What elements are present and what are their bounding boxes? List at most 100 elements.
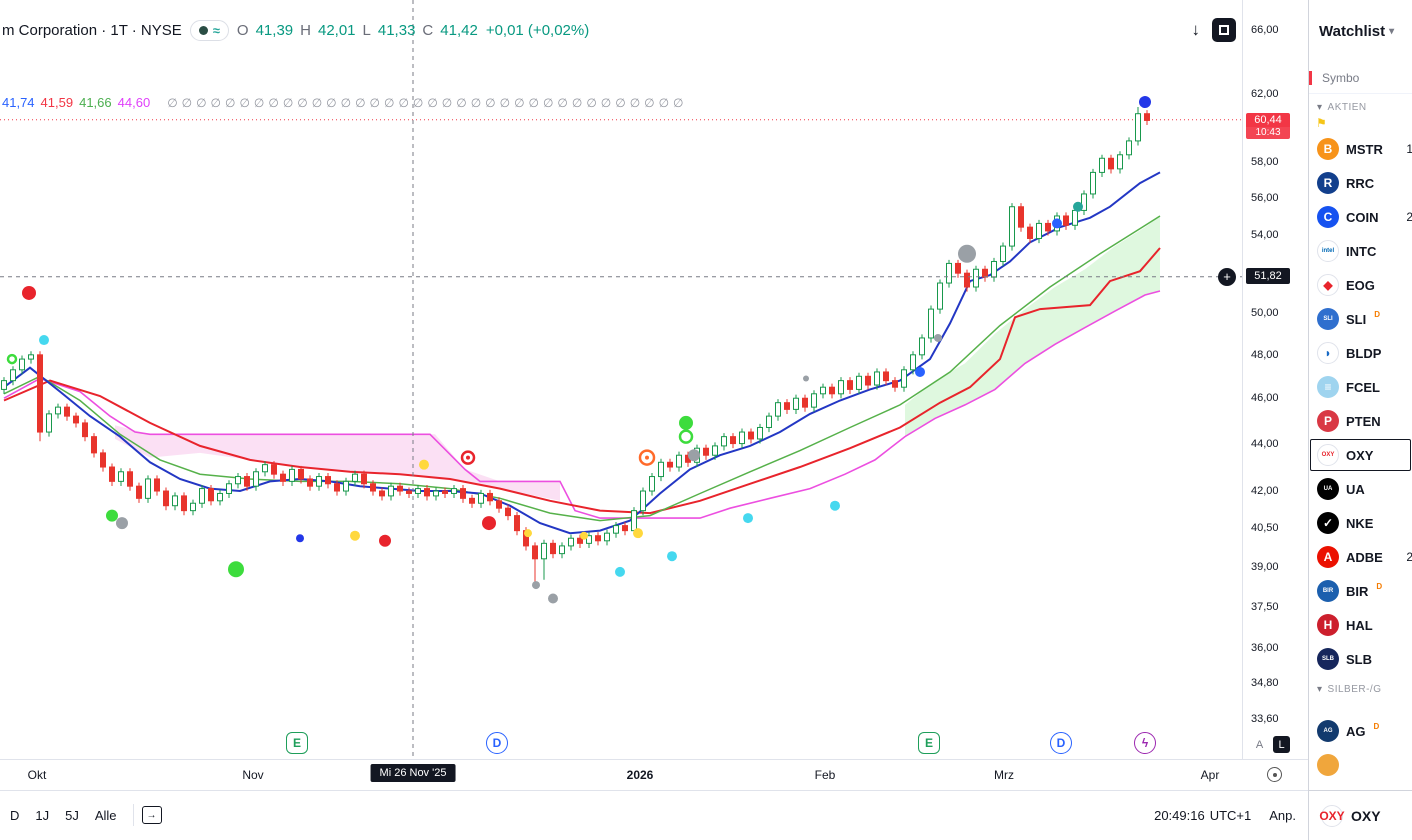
watchlist-title-row[interactable]: Watchlist ▾ (1309, 0, 1412, 62)
price-axis[interactable]: 60,44 10:43 51,82 A L 66,00 62,00 58,00 56,… (1242, 0, 1308, 760)
red-ma (3, 247, 1161, 515)
toolbar-divider (132, 804, 134, 826)
watchlist-item-bir[interactable]: BIR BIR D (1309, 574, 1412, 608)
watchlist-item-nke[interactable]: ✓ NKE (1309, 506, 1412, 540)
section-header[interactable]: ▾ SILBER-/G (1309, 676, 1412, 714)
watchlist-column-header[interactable]: Symbo (1309, 62, 1412, 94)
watchlist-item-oxy[interactable]: OXY OXY (1309, 438, 1412, 472)
SLB-logo-icon: SLB (1317, 648, 1339, 670)
price-chart-svg[interactable] (0, 0, 1242, 760)
indicator-values-row: 41,74 41,59 41,66 44,60 ∅∅∅∅∅∅∅∅∅∅∅∅∅∅∅∅∅∅∅… (2, 95, 688, 110)
section-label: AKTIEN (1327, 102, 1367, 113)
fullscreen-button[interactable] (1212, 18, 1236, 42)
watchlist-item-fcel[interactable]: ≡ FCEL (1309, 370, 1412, 404)
indicator-dot-icon (198, 26, 208, 35)
logscale-button[interactable]: L (1273, 736, 1290, 753)
time-axis[interactable]: Mi 26 Nov '25 Okt Nov 2026 Feb Mrz Apr (0, 760, 1308, 790)
range-button[interactable]: 1J (35, 807, 50, 823)
section-header[interactable]: ▾ AKTIEN ⚑ (1309, 94, 1412, 132)
partial-price-value: 1 (1406, 142, 1412, 156)
adjust-button[interactable]: Anp. (1269, 807, 1296, 823)
price-tick: 54,00 (1251, 228, 1279, 241)
event-icon-dividend[interactable]: D (1050, 732, 1072, 754)
ticker-label: PTEN (1346, 413, 1381, 429)
symbol-header: m Corporation · 1T · NYSE ≈ O 41,39 H 42,01… (2, 20, 589, 41)
goto-date-button[interactable]: → (141, 806, 162, 824)
footer-ticker-label: OXY (1351, 807, 1381, 824)
ohlc-key: L (362, 22, 371, 39)
price-tick: 48,00 (1251, 348, 1279, 361)
ticker-label: RRC (1346, 175, 1375, 191)
watchlist-item-mstr[interactable]: B MSTR 1 (1309, 132, 1412, 166)
symbol-title[interactable]: m Corporation · 1T · NYSE (2, 22, 182, 39)
flag-icon[interactable]: ⚑ (1316, 116, 1328, 130)
indicator-empty-values: ∅∅∅∅∅∅∅∅∅∅∅∅∅∅∅∅∅∅∅∅∅∅∅∅∅∅∅∅∅∅∅∅∅∅∅∅ (167, 95, 688, 110)
time-label: Nov (242, 768, 264, 782)
ticker-label: OXY (1346, 447, 1374, 463)
change-readout: +0,01 (+0,02%) (485, 22, 590, 39)
price-tick: 66,00 (1251, 24, 1279, 36)
clock-area[interactable]: 20:49:16 UTC+1 (1154, 808, 1251, 823)
watchlist-item-bldp[interactable]: ◗ BLDP (1309, 336, 1412, 370)
watchlist-item-intc[interactable]: intel INTC (1309, 234, 1412, 268)
clock-label: 20:49:16 (1154, 807, 1205, 823)
ticker-label: EOG (1346, 277, 1375, 293)
ticker-label: INTC (1346, 243, 1377, 259)
event-icon-earnings[interactable]: E (918, 732, 940, 754)
watchlist-item-slb[interactable]: SLB SLB (1309, 642, 1412, 676)
event-icon-flash[interactable]: ϟ (1134, 732, 1156, 754)
watchlist-item-eog[interactable]: ◆ EOG (1309, 268, 1412, 302)
chart-plot-area[interactable]: m Corporation · 1T · NYSE ≈ O 41,39 H 42,01… (0, 0, 1242, 760)
crosshair-settings-icon[interactable] (1267, 767, 1282, 782)
watchlist-item-adbe[interactable]: A ADBE 2 (1309, 540, 1412, 574)
price-tick: 39,00 (1251, 560, 1279, 573)
event-icon-dividend[interactable]: D (486, 732, 508, 754)
watchlist-item-ua[interactable]: UA UA (1309, 472, 1412, 506)
watchlist-item-hal[interactable]: H HAL (1309, 608, 1412, 642)
price-tick: 36,00 (1251, 642, 1279, 655)
time-label: 2026 (626, 768, 654, 782)
ohlc-value: 41,33 (377, 22, 416, 39)
price-tick: 62,00 (1251, 87, 1279, 100)
green-ma (3, 215, 1161, 522)
delayed-data-badge: D (1376, 581, 1383, 591)
autoscale-button[interactable]: A (1251, 736, 1268, 753)
crosshair-time-tooltip: Mi 26 Nov '25 (370, 764, 456, 782)
ticker-label: ADBE (1346, 549, 1383, 565)
price-tick: 42,00 (1251, 485, 1279, 498)
price-tick: 34,80 (1251, 676, 1279, 689)
ohlc-value: 41,42 (440, 22, 478, 39)
watchlist-item-rrc[interactable]: R RRC (1309, 166, 1412, 200)
ohlc-key: H (300, 22, 311, 39)
PTEN-logo-icon: P (1317, 410, 1339, 432)
watchlist-item[interactable] (1309, 748, 1412, 782)
countdown-badge: 10:43 (1246, 126, 1290, 139)
approx-icon: ≈ (212, 23, 220, 38)
FCEL-logo-icon: ≡ (1317, 376, 1339, 398)
watchlist-footer[interactable]: OXY OXY (1309, 790, 1412, 840)
range-button[interactable]: D (10, 807, 20, 823)
add-alert-plus-button[interactable]: + (1218, 267, 1236, 286)
indicator-value: 41,74 (2, 95, 35, 110)
SLI-logo-icon: SLI (1317, 308, 1339, 330)
event-icon-earnings[interactable]: E (286, 732, 308, 754)
indicator-pill[interactable]: ≈ (189, 20, 229, 41)
watchlist-item-ag[interactable]: AG AG D (1309, 714, 1412, 748)
price-tick: 40,50 (1251, 522, 1279, 535)
watchlist-items: ▾ AKTIEN ⚑ B MSTR 1 R RRC C COIN 2 intel INTC ◆ EOG SLI… (1309, 94, 1412, 790)
watchlist-item-coin[interactable]: C COIN 2 (1309, 200, 1412, 234)
ohlc-value: 41,39 (255, 22, 294, 39)
scroll-down-arrow-button[interactable]: ↓ (1191, 20, 1201, 39)
range-button[interactable]: 5J (65, 807, 79, 823)
watchlist-item-sli[interactable]: SLI SLI D (1309, 302, 1412, 336)
ticker-label: COIN (1346, 209, 1379, 225)
bottom-toolbar: D 1J 5J Alle → 20:49:16 UTC+1 Anp. (0, 790, 1308, 839)
time-label: Mrz (994, 768, 1014, 782)
BIR-logo-icon: BIR (1317, 580, 1339, 602)
chevron-down-icon: ▾ (1389, 25, 1395, 37)
ticker-label: SLI (1346, 311, 1367, 327)
ohlc-key: O (236, 22, 249, 39)
range-button[interactable]: Alle (94, 807, 117, 823)
watchlist-item-pten[interactable]: P PTEN (1309, 404, 1412, 438)
symbol-column-label: Symbo (1322, 70, 1360, 85)
